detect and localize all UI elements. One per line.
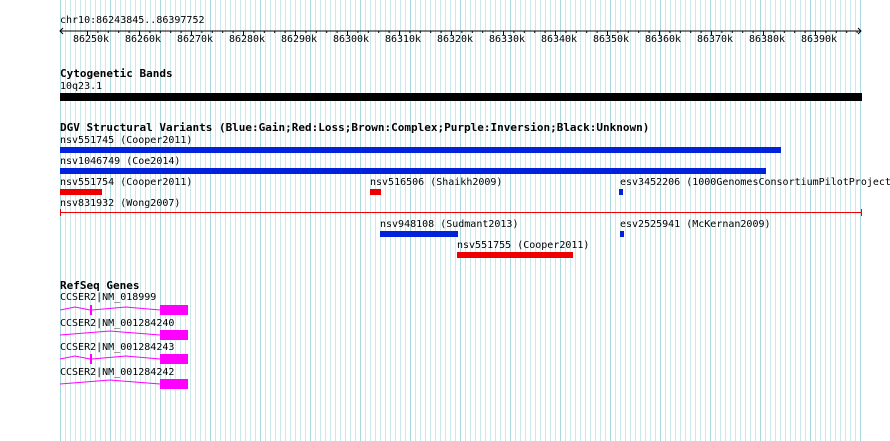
transcript-label: CCSER2|NM_018999 (60, 292, 157, 303)
dgv-feature-label: esv2525941 (McKernan2009) (620, 219, 771, 230)
dgv-feature-nsv948108[interactable] (380, 231, 458, 237)
dgv-feature-label: nsv551745 (Cooper2011) (60, 135, 193, 146)
ruler-tick-label: 86300k (332, 34, 370, 45)
ruler-tick-label: 86350k (592, 34, 630, 45)
dgv-feature-nsv831932[interactable] (60, 212, 862, 213)
dgv-feature-nsv551745[interactable] (60, 147, 781, 153)
transcript-label: CCSER2|NM_001284242 (60, 367, 175, 378)
transcript-nm-018999[interactable] (60, 303, 190, 317)
ruler[interactable] (0, 25, 890, 45)
dgv-feature-nsv551754[interactable] (60, 189, 102, 195)
refseq-track-title: RefSeq Genes (60, 279, 140, 292)
transcript-nm-001284243[interactable] (60, 352, 190, 366)
ruler-tick-label: 86320k (436, 34, 474, 45)
dgv-feature-label: nsv516506 (Shaikh2009) (370, 177, 503, 188)
region-label: chr10:86243845..86397752 (60, 15, 205, 26)
dgv-feature-label: nsv551755 (Cooper2011) (457, 240, 590, 251)
dgv-feature-label: nsv831932 (Wong2007) (60, 198, 181, 209)
dgv-feature-label: nsv948108 (Sudmant2013) (380, 219, 519, 230)
ruler-tick-label: 86290k (280, 34, 318, 45)
dgv-feature-label: nsv1046749 (Coe2014) (60, 156, 181, 167)
ruler-tick-label: 86260k (124, 34, 162, 45)
ruler-tick-label: 86270k (176, 34, 214, 45)
transcript-label: CCSER2|NM_001284243 (60, 342, 175, 353)
ruler-tick-label: 86310k (384, 34, 422, 45)
dgv-feature-nsv551755[interactable] (457, 252, 573, 258)
dgv-feature-esv3452206[interactable] (619, 189, 623, 195)
dgv-feature-label: esv3452206 (1000GenomesConsortiumPilotPr… (620, 177, 890, 188)
ruler-left-arrow (59, 27, 64, 35)
dgv-feature-label: nsv551754 (Cooper2011) (60, 177, 193, 188)
ruler-tick-label: 86360k (644, 34, 682, 45)
ruler-tick-label: 86250k (72, 34, 110, 45)
dgv-feature-nsv1046749[interactable] (60, 168, 766, 174)
ruler-right-arrow (857, 27, 862, 35)
dgv-track-title: DGV Structural Variants (Blue:Gain;Red:L… (60, 121, 650, 134)
ruler-tick-label: 86370k (696, 34, 734, 45)
dgv-feature-nsv831932-start-cap (60, 209, 61, 216)
cytoband-bar[interactable] (60, 93, 862, 101)
transcript-nm-001284240[interactable] (60, 328, 190, 342)
transcript-label: CCSER2|NM_001284240 (60, 318, 175, 329)
cytoband-track-title: Cytogenetic Bands (60, 67, 173, 80)
cytoband-label: 10q23.1 (60, 81, 103, 92)
ruler-tick-label: 86380k (748, 34, 786, 45)
ruler-tick-label: 86330k (488, 34, 526, 45)
dgv-feature-esv2525941[interactable] (620, 231, 624, 237)
dgv-feature-nsv516506[interactable] (370, 189, 381, 195)
transcript-nm-001284242[interactable] (60, 377, 190, 391)
ruler-tick-label: 86280k (228, 34, 266, 45)
ruler-tick-label: 86390k (800, 34, 838, 45)
ruler-ticks (87, 31, 858, 35)
ruler-tick-label: 86340k (540, 34, 578, 45)
dgv-feature-nsv831932-end-cap (861, 209, 862, 216)
